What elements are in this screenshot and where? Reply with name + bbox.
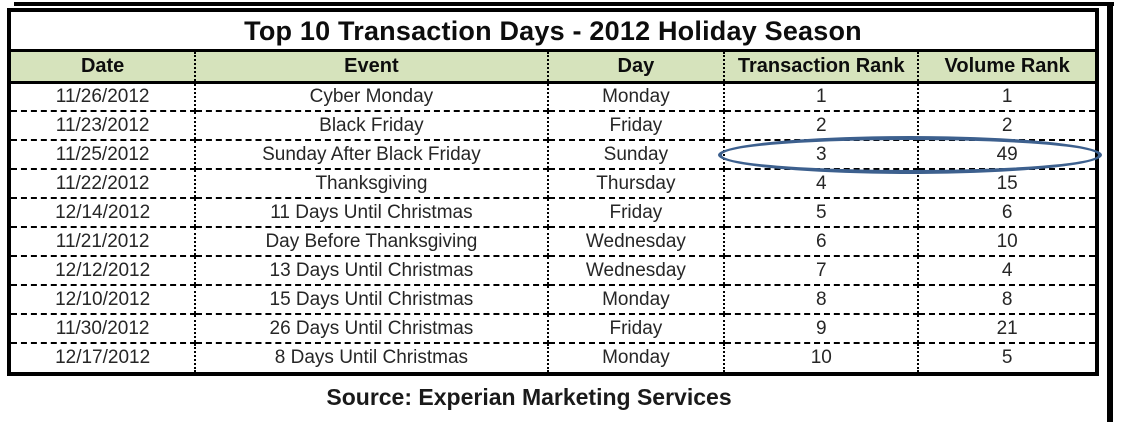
table-row: 12/10/2012 15 Days Until Christmas Monda… — [11, 284, 1095, 314]
cell-date: 11/26/2012 — [55, 85, 150, 107]
header-row: Date Event Day Transaction Rank Volume R… — [11, 52, 1095, 84]
cell-date: 11/23/2012 — [11, 110, 196, 140]
cell-event: Cyber Monday — [194, 82, 548, 111]
cell-day: Monday — [546, 342, 725, 372]
table-title: Top 10 Transaction Days - 2012 Holiday S… — [11, 12, 1095, 52]
cell-date: 12/14/2012 — [11, 197, 196, 227]
cell-volume-rank: 21 — [917, 313, 1095, 343]
cell-day: Friday — [546, 110, 725, 140]
cell-date: 12/12/2012 — [11, 255, 196, 285]
cell-transaction-rank: 2 — [723, 110, 919, 140]
cell-date: 11/22/2012 — [11, 168, 196, 198]
cell-day: Friday — [546, 197, 725, 227]
table-row: 11/23/2012 Black Friday Friday 2 2 — [11, 110, 1095, 140]
cell-event: Day Before Thanksgiving — [194, 226, 548, 256]
table-row: 12/14/2012 11 Days Until Christmas Frida… — [11, 197, 1095, 227]
cell-date: 11/25/2012 — [11, 139, 196, 169]
cell-event: Thanksgiving — [194, 168, 548, 198]
cell-event: 11 Days Until Christmas — [194, 197, 548, 227]
table-row: 11/26/2012 Cyber Monday Monday 1 1 — [11, 82, 1095, 111]
column-header-event: Event — [194, 52, 548, 84]
cell-date: 11/30/2012 — [11, 313, 196, 343]
cell-date: 11/21/2012 — [11, 226, 196, 256]
table-row: 12/17/2012 8 Days Until Christmas Monday… — [11, 342, 1095, 372]
cell-day: Thursday — [546, 168, 725, 198]
cell-volume-rank: 6 — [917, 197, 1095, 227]
cell-transaction-rank: 10 — [723, 342, 919, 372]
cell-transaction-rank: 7 — [723, 255, 919, 285]
cell-transaction-rank: 3 — [723, 139, 919, 169]
cell-volume-rank: 15 — [917, 168, 1095, 198]
cell-volume-rank: 8 — [917, 284, 1095, 314]
cell-volume-rank: 4 — [917, 255, 1095, 285]
cell-transaction-rank: 5 — [723, 197, 919, 227]
cell-day: Wednesday — [546, 226, 725, 256]
table-row: 11/22/2012 Thanksgiving Thursday 4 15 — [11, 168, 1095, 198]
cell-day: Friday — [546, 313, 725, 343]
cell-event: 8 Days Until Christmas — [194, 342, 548, 372]
cell-transaction-rank: 4 — [723, 168, 919, 198]
data-table: Date Event Day Transaction Rank Volume R… — [11, 52, 1095, 372]
cell-day: Monday — [546, 82, 725, 111]
cell-transaction-rank: 8 — [723, 284, 919, 314]
cell-volume-rank: 10 — [917, 226, 1095, 256]
cell-event: 26 Days Until Christmas — [194, 313, 548, 343]
cell-day: Wednesday — [546, 255, 725, 285]
cell-date: 12/10/2012 — [11, 284, 196, 314]
cell-date: 12/17/2012 — [11, 342, 196, 372]
cell-event: Black Friday — [194, 110, 548, 140]
cell-event: 15 Days Until Christmas — [194, 284, 548, 314]
column-header-date: Date — [11, 52, 196, 84]
figure-frame-top-line — [14, 2, 1114, 6]
table-row: 12/12/2012 13 Days Until Christmas Wedne… — [11, 255, 1095, 285]
table-row: 11/30/2012 26 Days Until Christmas Frida… — [11, 313, 1095, 343]
cell-day: Monday — [546, 284, 725, 314]
table-row-highlighted: 11/25/2012 Sunday After Black Friday Sun… — [11, 139, 1095, 169]
cell-transaction-rank: 1 — [723, 82, 919, 111]
cell-event: 13 Days Until Christmas — [194, 255, 548, 285]
cell-transaction-rank: 9 — [723, 313, 919, 343]
column-header-volume-rank: Volume Rank — [917, 52, 1095, 84]
column-header-transaction-rank: Transaction Rank — [723, 52, 919, 84]
cell-day: Sunday — [546, 139, 725, 169]
transaction-days-table: Top 10 Transaction Days - 2012 Holiday S… — [7, 8, 1099, 376]
cell-volume-rank: 49 — [917, 139, 1095, 169]
cell-volume-rank: 1 — [917, 82, 1095, 111]
cell-transaction-rank: 6 — [723, 226, 919, 256]
cell-volume-rank: 5 — [917, 342, 1095, 372]
column-header-day: Day — [546, 52, 725, 84]
cell-volume-rank: 2 — [917, 110, 1095, 140]
table-row: 11/21/2012 Day Before Thanksgiving Wedne… — [11, 226, 1095, 256]
source-attribution: Source: Experian Marketing Services — [326, 384, 732, 410]
figure-frame-right-line — [1107, 2, 1113, 422]
cell-event: Sunday After Black Friday — [194, 139, 548, 169]
